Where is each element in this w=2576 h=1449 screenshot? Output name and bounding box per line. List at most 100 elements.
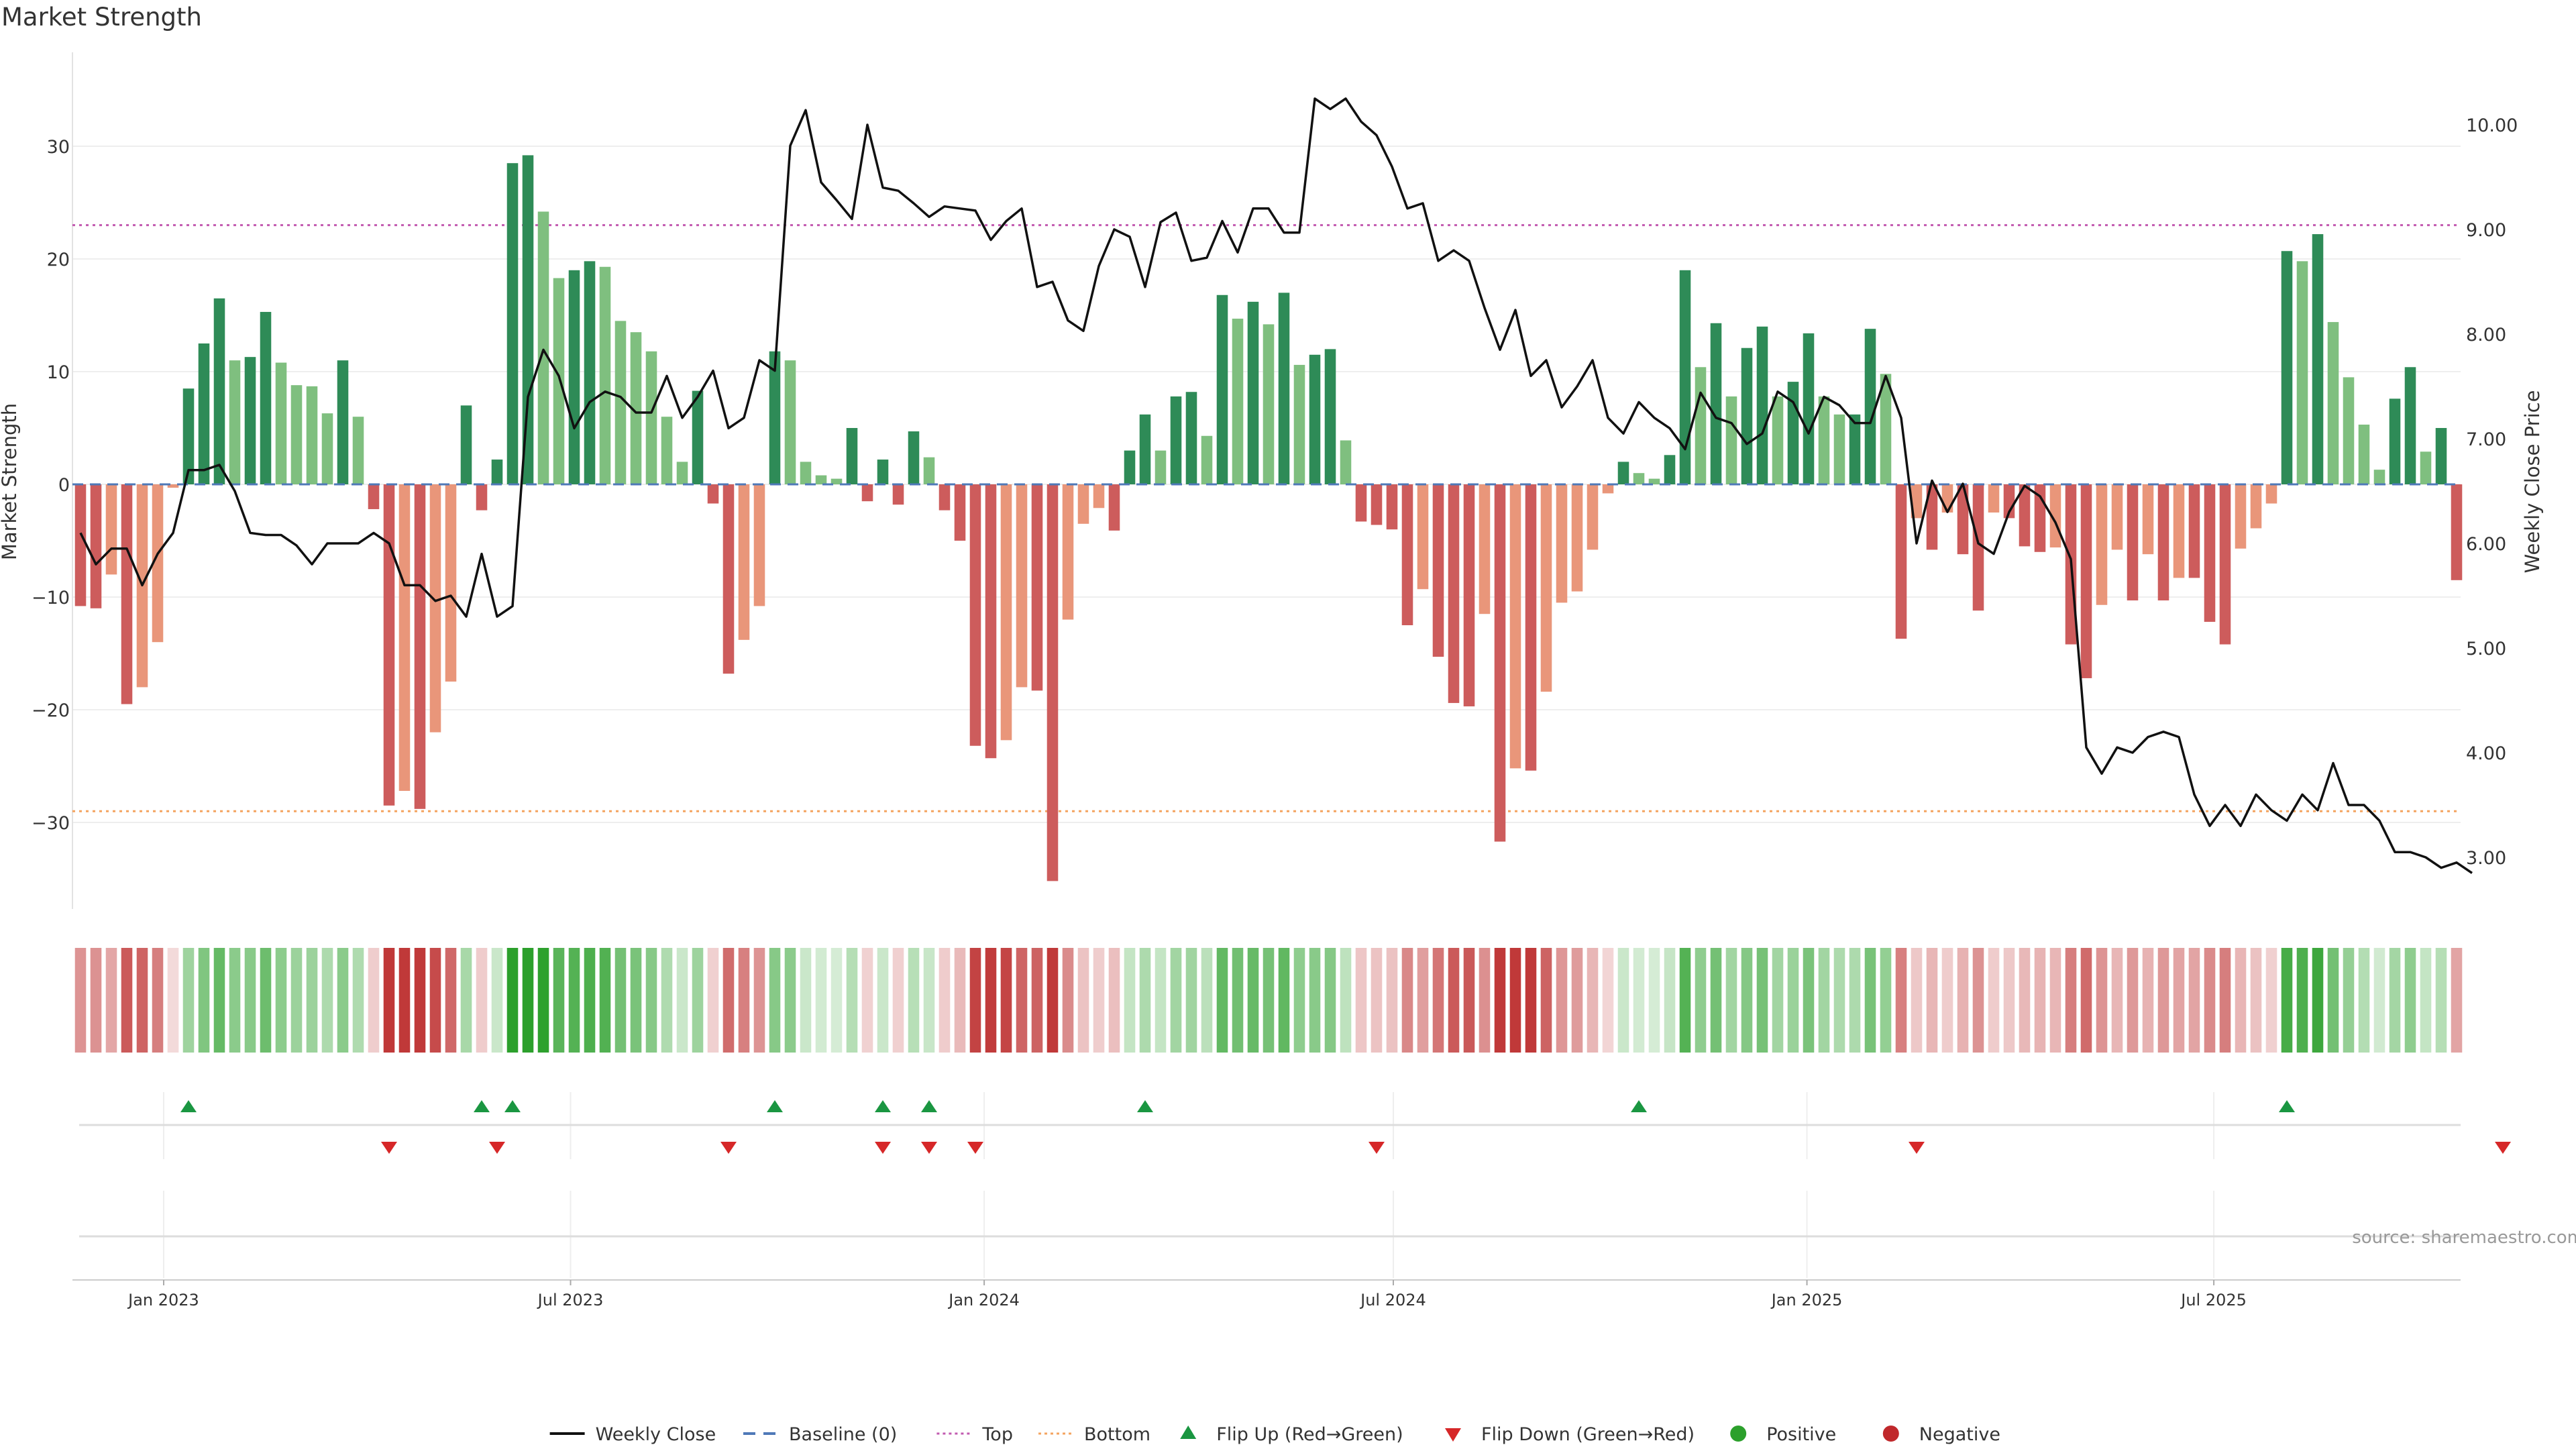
source-label: source: sharemaestro.com	[2352, 1228, 2576, 1248]
legend-label: Top	[981, 1424, 1013, 1445]
strength-bar	[1880, 374, 1892, 484]
strength-bar	[908, 431, 920, 484]
heat-cell	[1278, 948, 1290, 1053]
flip-down-marker	[1368, 1142, 1385, 1154]
strength-bar	[1216, 294, 1228, 484]
heat-cell	[2127, 948, 2139, 1053]
heat-cell	[275, 948, 287, 1053]
heat-cell	[337, 948, 349, 1053]
strength-bar	[2188, 484, 2200, 578]
heat-cell	[1911, 948, 1923, 1053]
heat-cell	[1124, 948, 1136, 1053]
strength-bar	[1278, 292, 1290, 484]
strength-bar	[429, 484, 441, 733]
strength-bar	[1463, 484, 1475, 706]
heat-cell	[321, 948, 333, 1053]
heat-cell	[2343, 948, 2355, 1053]
y-axis-label: Market Strength	[0, 403, 21, 560]
strength-bar	[1818, 396, 1830, 484]
strength-bar	[954, 484, 966, 541]
strength-bar	[275, 362, 287, 484]
heat-cell	[707, 948, 719, 1053]
heat-cell	[2034, 948, 2046, 1053]
strength-bar	[1988, 484, 2000, 513]
flip-down-marker	[875, 1142, 891, 1154]
heat-cell	[553, 948, 565, 1053]
x-tick-label: Jan 2025	[1770, 1291, 1843, 1309]
strength-bar	[2451, 484, 2463, 580]
heat-cell	[1864, 948, 1876, 1053]
heat-cell	[1787, 948, 1799, 1053]
strength-bar	[1509, 484, 1521, 769]
heat-cell	[1648, 948, 1660, 1053]
strength-bar	[1247, 301, 1259, 484]
y-tick-label: −20	[32, 700, 70, 721]
strength-bar	[1633, 473, 1645, 484]
heat-cell	[1247, 948, 1259, 1053]
strength-bar	[1695, 367, 1707, 484]
heat-cell	[1263, 948, 1275, 1053]
strength-bar	[74, 484, 87, 606]
strength-bar	[368, 484, 380, 509]
heat-cell	[738, 948, 750, 1053]
heat-cell	[1309, 948, 1321, 1053]
strength-bar	[398, 484, 411, 791]
strength-bar	[630, 332, 642, 484]
heat-cell	[229, 948, 241, 1053]
x-tick-label: Jul 2023	[537, 1291, 604, 1309]
bottom-panel-gridlines	[162, 1191, 2215, 1278]
heat-cell	[784, 948, 796, 1053]
strength-bar	[244, 357, 256, 484]
strength-bar	[1124, 450, 1136, 484]
heat-cell	[1108, 948, 1120, 1053]
heat-cell	[985, 948, 997, 1053]
strength-bar	[491, 460, 503, 484]
legend-flip-down-icon	[1445, 1428, 1461, 1442]
strength-bar	[1787, 382, 1799, 484]
strength-bar	[784, 360, 796, 484]
heat-cell	[1895, 948, 1907, 1053]
heat-cell	[1941, 948, 1953, 1053]
strength-bar	[2327, 322, 2339, 484]
strength-bar	[90, 484, 102, 608]
strength-bar	[1479, 484, 1491, 614]
heat-cell	[368, 948, 380, 1053]
y-tick-label: −10	[32, 588, 70, 608]
strength-bar	[1756, 326, 1768, 484]
strength-bar	[290, 385, 303, 484]
strength-bar	[1293, 364, 1305, 484]
heat-cell	[476, 948, 488, 1053]
flip-down-marker	[967, 1142, 983, 1154]
heat-cell	[2327, 948, 2339, 1053]
strength-bar	[830, 478, 843, 484]
strength-bar	[2265, 484, 2277, 504]
strength-bar	[938, 484, 951, 511]
strength-bar	[568, 270, 580, 484]
heat-cell	[1756, 948, 1768, 1053]
strength-bar	[753, 484, 765, 606]
strength-bar	[2219, 484, 2231, 645]
heat-cell	[1849, 948, 1861, 1053]
left-y-ticks: 30 20 10 0 −10 −20 −30	[32, 137, 70, 834]
heat-cell	[2019, 948, 2031, 1053]
strength-bar	[460, 405, 472, 484]
heat-cell	[645, 948, 657, 1053]
strength-bar	[1571, 484, 1583, 592]
y2-axis-label: Weekly Close Price	[2521, 390, 2544, 574]
heat-cell	[2049, 948, 2061, 1053]
heat-cell	[1818, 948, 1830, 1053]
heat-cell	[614, 948, 627, 1053]
strength-bar	[1432, 484, 1444, 657]
strength-bar	[1170, 396, 1182, 484]
flip-down-marker	[381, 1142, 397, 1154]
strength-bar	[2157, 484, 2169, 601]
chart-title: Market Strength	[1, 3, 202, 32]
strength-bar	[2373, 470, 2385, 484]
strength-bar	[1911, 484, 1923, 519]
heat-cell	[290, 948, 303, 1053]
legend-item: Weekly Close	[549, 1424, 716, 1445]
strength-bar	[1864, 329, 1876, 484]
flip-up-marker	[2279, 1100, 2295, 1112]
heat-cell	[1355, 948, 1367, 1053]
strength-bar	[599, 266, 611, 484]
